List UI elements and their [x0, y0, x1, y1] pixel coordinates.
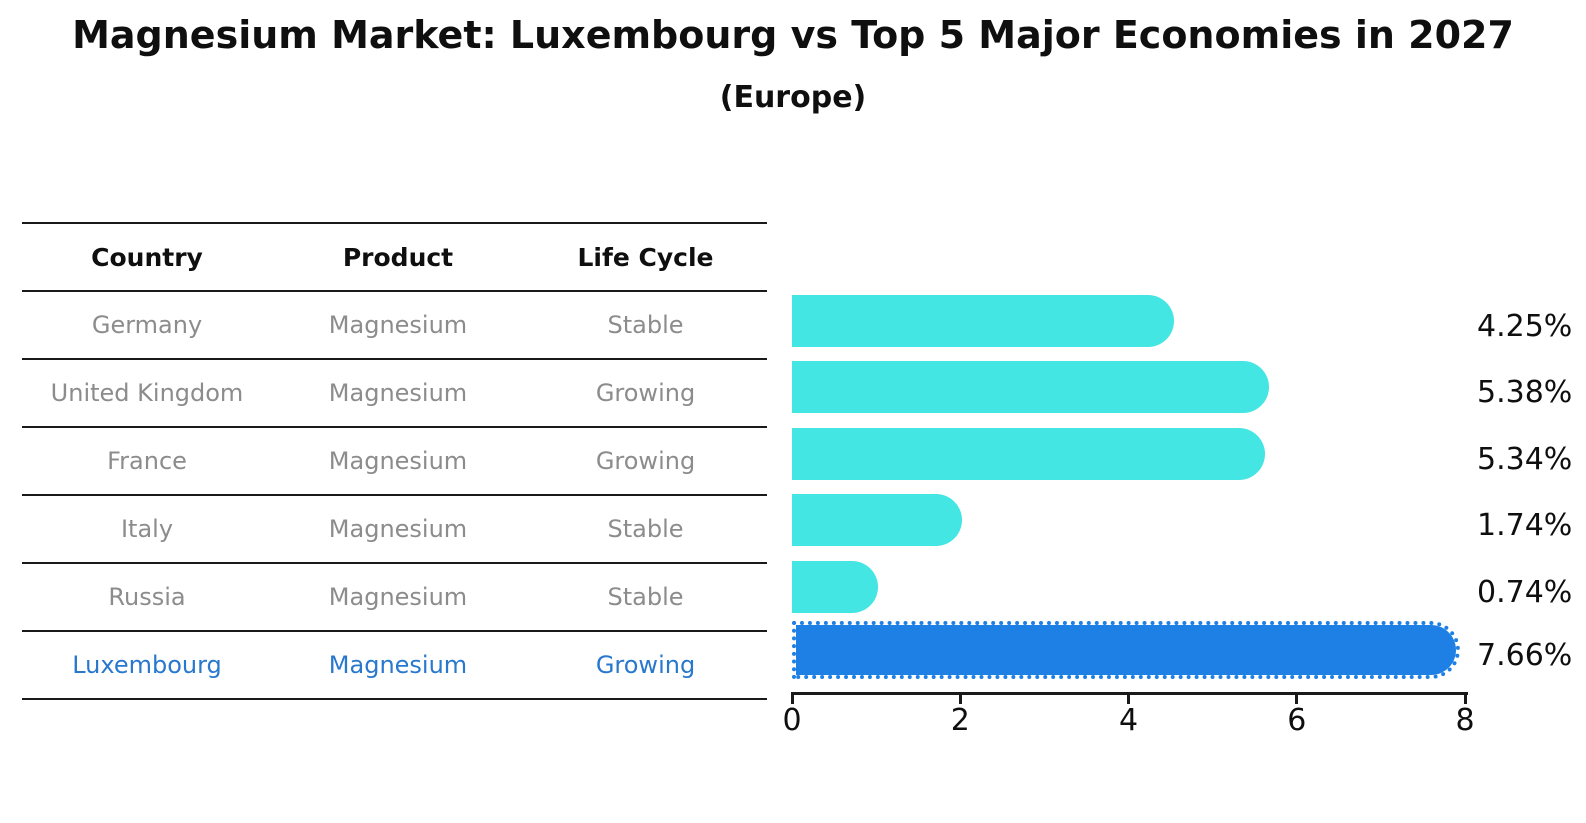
x-axis-tick — [1295, 694, 1299, 704]
x-axis-line — [791, 692, 1468, 695]
cell-product-germany: Magnesium — [328, 311, 468, 339]
x-axis-tick — [958, 694, 962, 704]
bar-france — [792, 428, 1265, 480]
cell-product-united-kingdom: Magnesium — [328, 379, 468, 407]
column-header-life-cycle: Life Cycle — [577, 242, 714, 272]
cell-life_cycle-germany: Stable — [607, 311, 684, 339]
value-label-germany: 4.25% — [1477, 309, 1573, 344]
column-header-product: Product — [342, 242, 454, 272]
x-axis-tick — [790, 694, 794, 704]
table-row-germany: Germany Magnesium Stable — [22, 292, 767, 360]
cell-product-france: Magnesium — [328, 447, 468, 475]
bar-united-kingdom — [792, 361, 1269, 413]
table-row-russia: Russia Magnesium Stable — [22, 564, 767, 632]
cell-country-united-kingdom: United Kingdom — [50, 379, 244, 407]
value-label-russia: 0.74% — [1477, 575, 1573, 610]
table-row-united-kingdom: United Kingdom Magnesium Growing — [22, 360, 767, 428]
cell-country-russia: Russia — [108, 583, 186, 611]
cell-country-france: France — [107, 447, 187, 475]
value-label-france: 5.34% — [1477, 442, 1573, 477]
table-row-france: France Magnesium Growing — [22, 428, 767, 496]
x-axis-tick-label: 6 — [1287, 703, 1307, 738]
chart-title: Magnesium Market: Luxembourg vs Top 5 Ma… — [72, 13, 1514, 57]
table-row-italy: Italy Magnesium Stable — [22, 496, 767, 564]
cell-country-germany: Germany — [91, 311, 203, 339]
bar-luxembourg — [792, 621, 1460, 679]
column-header-country: Country — [91, 242, 203, 272]
x-axis-tick-label: 0 — [782, 703, 802, 738]
x-axis-tick — [1463, 694, 1467, 704]
x-axis-tick — [1127, 694, 1130, 704]
cell-life_cycle-italy: Stable — [607, 515, 684, 543]
table-row-luxembourg: Luxembourg Magnesium Growing — [22, 632, 767, 700]
value-label-united-kingdom: 5.38% — [1477, 375, 1573, 410]
table-header-row: Country Product Life Cycle — [22, 224, 767, 292]
cell-life_cycle-luxembourg: Growing — [595, 651, 696, 679]
cell-product-italy: Magnesium — [328, 515, 468, 543]
bar-russia — [792, 561, 878, 613]
x-axis-tick-label: 2 — [950, 703, 970, 738]
cell-life_cycle-russia: Stable — [607, 583, 684, 611]
value-label-luxembourg: 7.66% — [1477, 638, 1573, 673]
cell-product-russia: Magnesium — [328, 583, 468, 611]
value-label-italy: 1.74% — [1477, 508, 1573, 543]
bar-germany — [792, 295, 1174, 347]
x-axis-tick-label: 4 — [1118, 703, 1139, 738]
country-table: Country Product Life Cycle Germany Magnesium… — [22, 222, 767, 700]
cell-country-luxembourg: Luxembourg — [72, 651, 222, 679]
cell-country-italy: Italy — [120, 515, 174, 543]
cell-life_cycle-united-kingdom: Growing — [595, 379, 696, 407]
cell-product-luxembourg: Magnesium — [328, 651, 468, 679]
chart-subtitle: (Europe) — [719, 80, 867, 115]
bar-italy — [792, 494, 962, 546]
cell-life_cycle-france: Growing — [595, 447, 696, 475]
x-axis-tick-label: 8 — [1455, 703, 1475, 738]
